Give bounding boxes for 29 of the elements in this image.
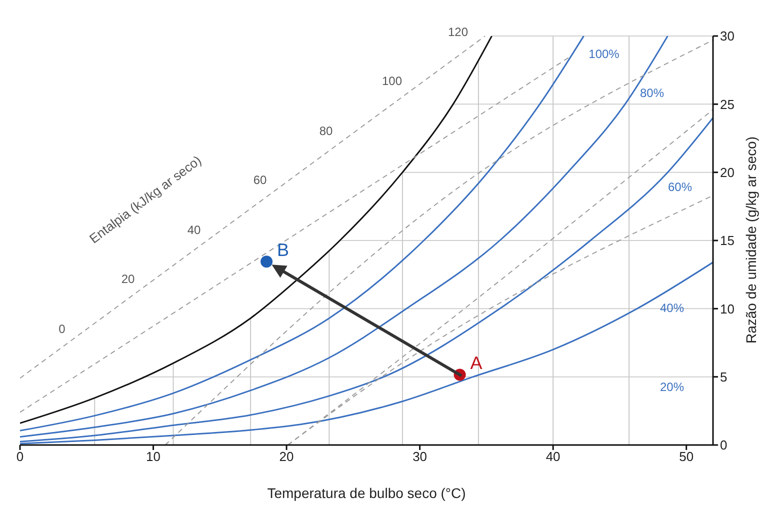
x-tick-label: 50 <box>679 449 694 464</box>
x-axis-title: Temperatura de bulbo seco (°C) <box>267 485 466 501</box>
y-tick-label: 5 <box>720 369 728 384</box>
annotation: 20 <box>121 272 135 286</box>
y-tick-label: 25 <box>720 96 734 112</box>
x-tick-label: 0 <box>16 449 24 464</box>
series-label: A <box>470 353 482 374</box>
y-axis-title: Razão de umidade (g/kg ar seco) <box>743 136 759 344</box>
annotation: 20% <box>660 380 684 394</box>
annotation: 100 <box>382 74 402 88</box>
annotation: 0 <box>58 322 66 336</box>
x-tick-label: 30 <box>412 449 428 464</box>
annotation: 120 <box>448 25 468 39</box>
annotation: 100% <box>588 47 620 61</box>
x-tick-label: 40 <box>546 449 560 464</box>
y-tick-label: 10 <box>720 301 734 316</box>
y-tick-label: 15 <box>720 233 734 248</box>
x-tick-label: 20 <box>279 449 294 464</box>
annotation: 60% <box>668 180 692 194</box>
x-tick-label: 10 <box>146 449 161 464</box>
annotation: 60 <box>253 173 267 187</box>
y-tick-label: 30 <box>720 28 734 44</box>
y-tick-label: 0 <box>720 438 728 453</box>
annotation: 80% <box>640 86 664 100</box>
annotation: 40% <box>660 301 684 315</box>
series-label: B <box>277 240 290 260</box>
annotation: 40 <box>187 223 201 237</box>
y-tick-label: 20 <box>720 164 734 180</box>
annotation: 80 <box>319 124 333 138</box>
